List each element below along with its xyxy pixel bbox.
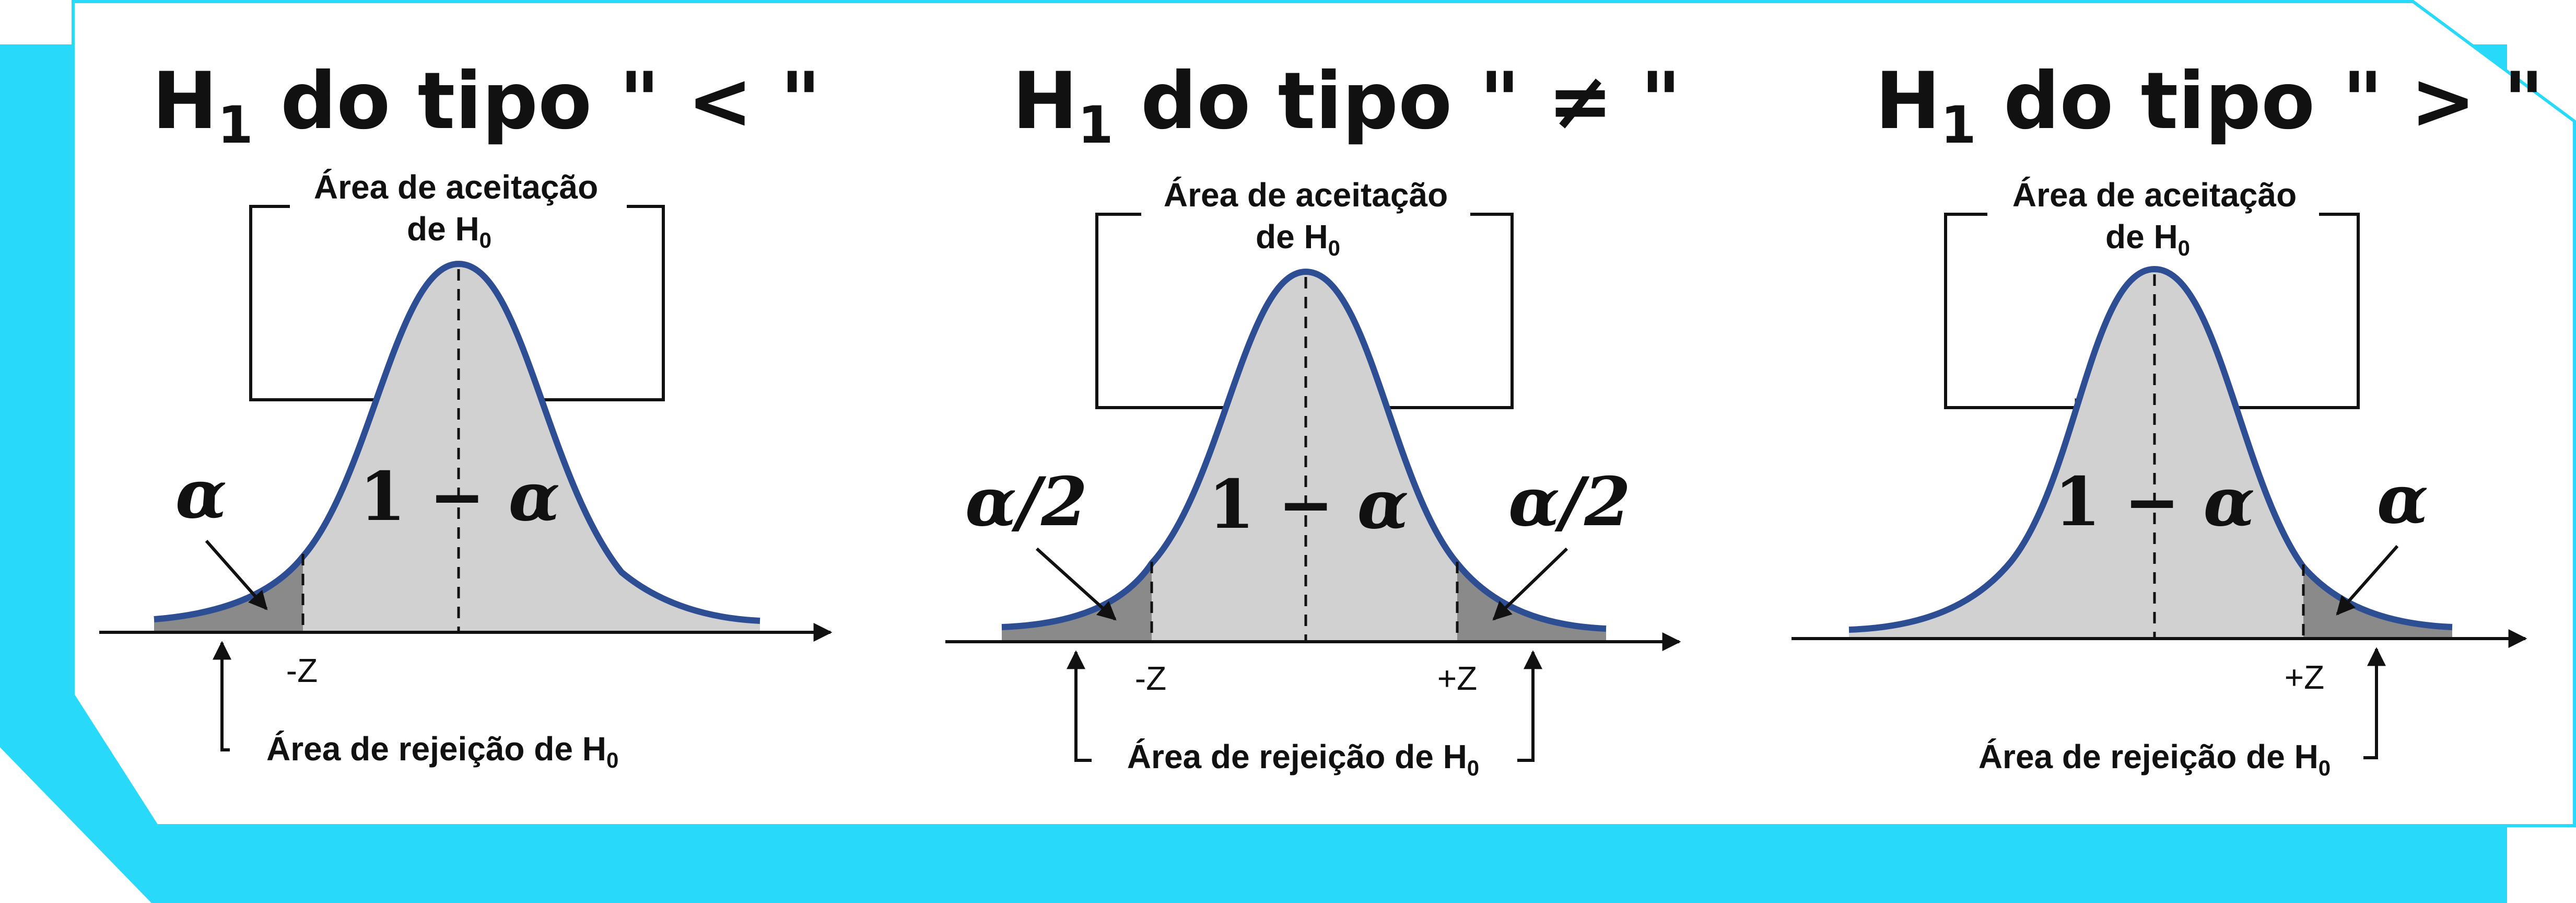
acceptance-region <box>1849 269 2303 639</box>
title-subscript: 1 <box>1941 96 1976 155</box>
acceptance-bracket-right <box>1361 213 1514 417</box>
acceptance-label: Área de aceitação <box>314 168 598 206</box>
acceptance-bracket-right <box>2207 213 2360 417</box>
rejection-region <box>2303 567 2452 639</box>
tail-pointer-arrow <box>205 540 268 610</box>
panel-middle: H1 do tipo " ≠ " Área de aceitação de H0… <box>945 56 1681 780</box>
acceptance-probability: 1 − α <box>1208 466 1409 544</box>
tail-alpha-label: α <box>175 455 227 534</box>
rejection-bracket-left <box>1067 650 1092 762</box>
tail-alpha-label: α <box>2377 460 2429 539</box>
normal-curve <box>154 260 760 624</box>
acceptance-label: Área de aceitação <box>1164 176 1448 214</box>
center-alpha: α <box>2203 463 2255 541</box>
rejection-label: Área de rejeição de H0 <box>1127 738 1479 780</box>
acceptance-probability: 1 − α <box>359 458 560 536</box>
rejection-label: Área de rejeição de H0 <box>266 730 618 772</box>
tail-pointer-arrow-left <box>1035 547 1117 621</box>
rejection-text: Área de rejeição de H <box>1127 738 1467 775</box>
title-h: H <box>1012 56 1078 147</box>
rejection-label: Área de rejeição de H0 <box>1978 738 2331 780</box>
center-one-minus: 1 − <box>2054 463 2203 541</box>
tail-alpha-half-right: α/2 <box>1508 463 1631 541</box>
title-subscript: 1 <box>1078 96 1114 155</box>
panel-left: H1 do tipo " < " Área de aceitação de H0… <box>99 56 833 772</box>
title-rest: do tipo " > " <box>1976 56 2544 147</box>
center-one-minus: 1 − <box>1208 466 1357 544</box>
acceptance-subscript: 0 <box>2178 236 2190 260</box>
acceptance-label-line2: de H0 <box>1256 218 1340 260</box>
acceptance-bracket <box>1944 213 2094 417</box>
tail-pointer-arrow-right <box>1492 547 1568 621</box>
title-rest: do tipo " < " <box>253 56 821 147</box>
tail-pointer-arrow <box>2336 545 2399 616</box>
normal-curve <box>1848 265 2453 633</box>
acceptance-label: Área de aceitação <box>2012 176 2297 214</box>
tail-alpha-half-left: α/2 <box>965 463 1087 541</box>
rejection-subscript: 0 <box>1467 756 1479 780</box>
title-subscript: 1 <box>218 96 253 155</box>
rejection-region <box>154 557 303 632</box>
acceptance-probability: 1 − α <box>2054 463 2255 541</box>
acceptance-label-line2: de H0 <box>407 210 491 252</box>
title-h: H <box>1875 56 1941 147</box>
panel-title: H1 do tipo " ≠ " <box>1012 56 1681 155</box>
rejection-region-left <box>1002 563 1152 642</box>
critical-z-label-left: -Z <box>1135 659 1166 697</box>
rejection-text: Área de rejeição de H <box>266 730 606 768</box>
acceptance-subscript: 0 <box>1328 236 1340 260</box>
title-h: H <box>152 56 218 147</box>
acceptance-bracket <box>1095 213 1245 417</box>
rejection-bracket <box>2363 647 2386 759</box>
center-alpha: α <box>1357 466 1409 544</box>
panel-title: H1 do tipo " < " <box>152 56 821 155</box>
acceptance-region <box>303 264 760 632</box>
panel-right: H1 do tipo " > " Área de aceitação de H0… <box>1792 56 2544 780</box>
rejection-subscript: 0 <box>2319 756 2331 780</box>
normal-curve <box>1001 268 1607 632</box>
critical-z-label: +Z <box>2285 658 2324 696</box>
critical-z-label-right: +Z <box>1437 659 1477 697</box>
acceptance-subscript: 0 <box>479 228 491 252</box>
rejection-text: Área de rejeição de H <box>1978 738 2319 775</box>
center-alpha: α <box>508 458 560 536</box>
rejection-region-right <box>1457 563 1606 642</box>
acceptance-de-h: de H <box>1256 218 1328 256</box>
rejection-subscript: 0 <box>606 748 618 772</box>
title-rest: do tipo " ≠ " <box>1114 56 1681 147</box>
critical-z-label: -Z <box>286 652 318 689</box>
rejection-bracket <box>213 641 231 751</box>
rejection-bracket-right <box>1517 650 1542 762</box>
acceptance-de-h: de H <box>2105 218 2178 256</box>
acceptance-de-h: de H <box>407 210 479 248</box>
panel-title: H1 do tipo " > " <box>1875 56 2544 155</box>
acceptance-label-line2: de H0 <box>2105 218 2190 260</box>
center-one-minus: 1 − <box>359 458 508 536</box>
